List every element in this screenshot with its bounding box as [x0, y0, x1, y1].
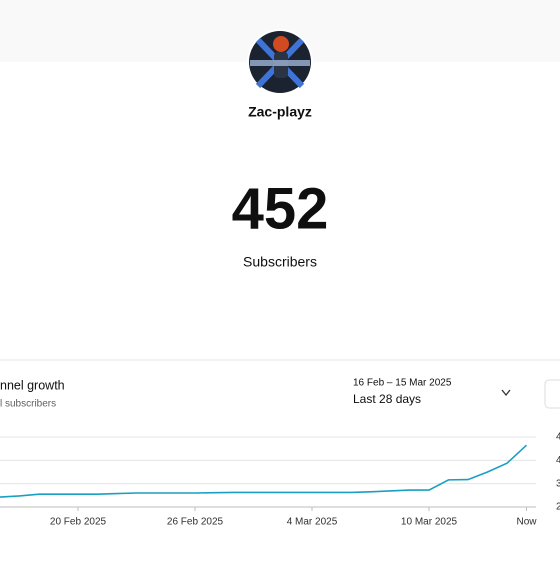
- period: Last 28 days: [353, 392, 421, 406]
- x-tick-label: 4 Mar 2025: [287, 517, 338, 528]
- y-tick-label: 2: [556, 502, 560, 513]
- date-range: 16 Feb – 15 Mar 2025: [353, 378, 452, 389]
- growth-line: [0, 444, 528, 498]
- chevron: [501, 389, 511, 397]
- period-picker[interactable]: 16 Feb – 15 Mar 2025 Last 28 days: [353, 378, 511, 407]
- side-button[interactable]: [544, 379, 560, 409]
- card-subtitle: l subscribers: [0, 399, 56, 410]
- y-tick-label: 4: [556, 432, 560, 443]
- card-title: nnel growth: [0, 378, 65, 392]
- x-tick-label: 20 Feb 2025: [50, 517, 107, 528]
- x-tick-label: 26 Feb 2025: [167, 517, 224, 528]
- subscriber-count: 452: [232, 176, 329, 241]
- y-tick-label: 4: [556, 455, 560, 466]
- chart: 4 4 3 2 20 Feb 2025 26 Feb 2025 4 Mar 2025 10 M…: [0, 432, 560, 528]
- x-tick-label: 10 Mar 2025: [401, 517, 458, 528]
- subscriber-label: Subscribers: [243, 254, 317, 270]
- avatar-banner: [250, 60, 310, 66]
- y-tick-label: 3: [556, 478, 560, 489]
- x-tick-label: Now: [516, 517, 537, 528]
- avatar-head: [273, 36, 289, 52]
- channel-name: Zac-playz: [248, 104, 312, 120]
- avatar[interactable]: [247, 29, 313, 95]
